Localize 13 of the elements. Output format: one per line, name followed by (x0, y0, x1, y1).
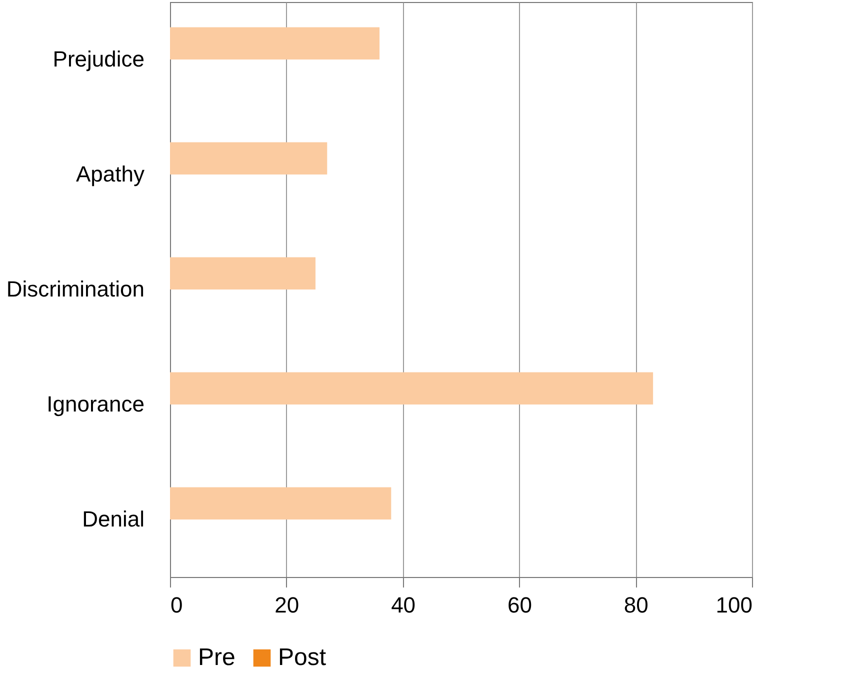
x-tick-label: 100 (716, 592, 752, 618)
legend-label: Pre (198, 644, 236, 671)
y-tick-label: Prejudice (52, 46, 144, 72)
y-tick-label: Denial (82, 506, 144, 532)
x-tick-label: 0 (170, 592, 183, 618)
y-tick-label: Ignorance (46, 392, 144, 416)
x-tick-label: 60 (507, 592, 532, 618)
x-tick-label: 80 (624, 592, 648, 618)
legend-label: Post (278, 644, 326, 671)
y-tick-label: Apathy (76, 162, 144, 186)
x-tick-label: 40 (391, 592, 416, 618)
y-tick-label: Discrimination (6, 276, 144, 302)
x-tick-label: 20 (274, 592, 300, 618)
